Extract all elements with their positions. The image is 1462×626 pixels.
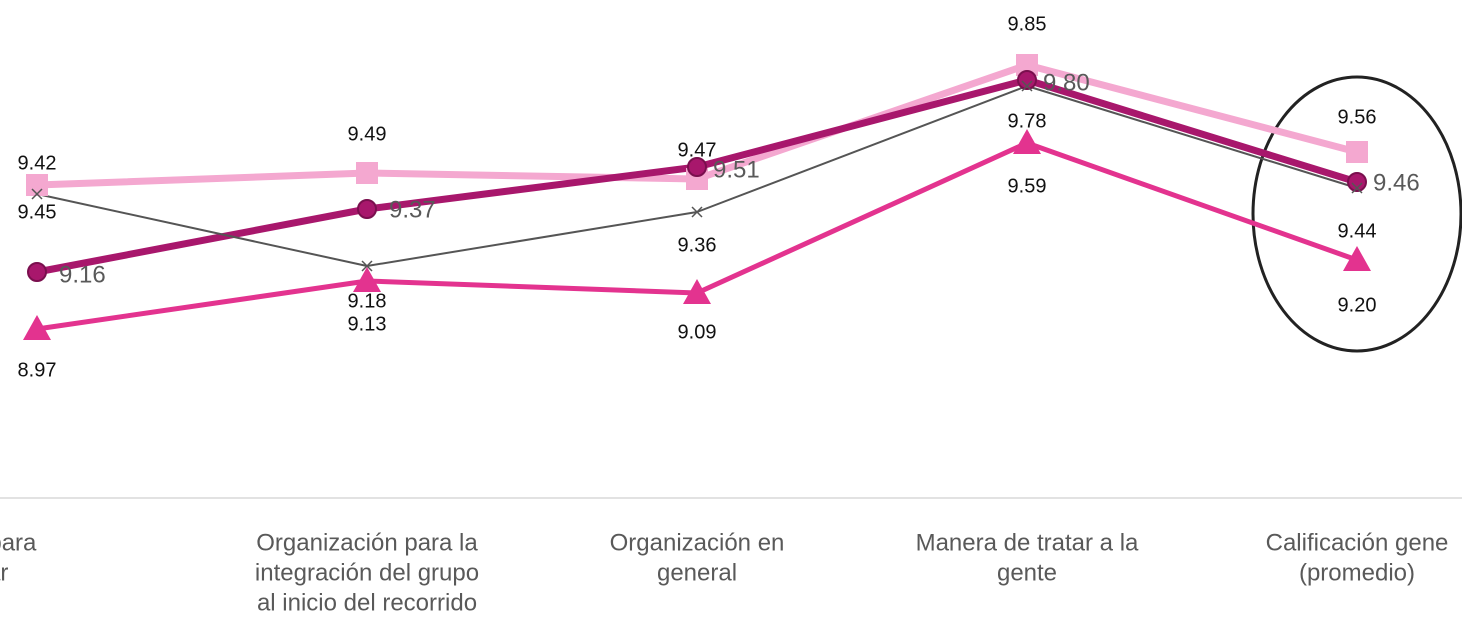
marker [1346,141,1368,163]
marker [1343,246,1371,271]
marker [683,279,711,304]
x-tick-label: Calificación gene [1266,529,1449,556]
data-label: 9.13 [348,313,387,335]
data-label: 9.85 [1008,13,1047,35]
data-label: 9.36 [678,234,717,256]
marker [31,188,43,200]
x-tick-label: general [657,559,737,586]
data-label: 8.97 [18,359,57,381]
marker [1021,80,1033,92]
data-label: 9.18 [348,290,387,312]
marker [1351,182,1363,194]
x-tick-label: iniciar [0,559,8,586]
marker [687,157,707,177]
x-tick-label: al inicio del recorrido [257,589,477,616]
marker [357,199,377,219]
marker [27,262,47,282]
data-label: 9.16 [59,261,106,288]
marker [356,162,378,184]
marker [23,315,51,340]
data-label: 9.49 [348,123,387,145]
data-label: 9.51 [713,156,760,183]
marker [1016,54,1038,76]
data-label: 9.09 [678,321,717,343]
x-tick-label: integración del grupo [255,559,479,586]
x-tick-label: Manera de tratar a la [916,529,1139,556]
x-tick-label: Organización para la [256,529,478,556]
marker [26,174,48,196]
data-label: 9.80 [1043,69,1090,96]
data-label: 9.44 [1338,220,1377,242]
data-label: 9.37 [389,196,436,223]
data-label: 9.46 [1373,169,1420,196]
data-label: 9.59 [1008,175,1047,197]
marker [1017,70,1037,90]
x-tick-label: gente [997,559,1057,586]
marker [1013,129,1041,154]
data-label: 9.78 [1008,110,1047,132]
x-tick-label: Organización en [610,529,785,556]
marker [361,260,373,272]
x-tick-label: (promedio) [1299,559,1415,586]
highlight-ellipse [1251,75,1462,353]
data-label: 9.47 [678,139,717,161]
data-label: 9.20 [1338,294,1377,316]
data-label: 9.42 [18,152,57,174]
marker [691,206,703,218]
x-tick-label: alidad para [0,529,37,556]
data-label: 9.56 [1338,106,1377,128]
marker [353,267,381,292]
data-label: 9.45 [18,201,57,223]
marker [1347,172,1367,192]
